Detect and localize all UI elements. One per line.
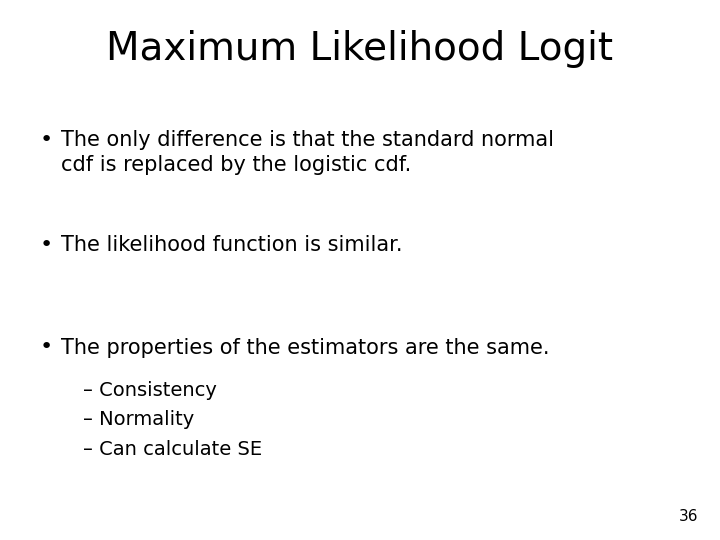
Text: The only difference is that the standard normal
cdf is replaced by the logistic : The only difference is that the standard… xyxy=(61,130,554,175)
Text: Maximum Likelihood Logit: Maximum Likelihood Logit xyxy=(107,30,613,68)
Text: The likelihood function is similar.: The likelihood function is similar. xyxy=(61,235,402,255)
Text: •: • xyxy=(40,338,53,357)
Text: – Normality: – Normality xyxy=(83,410,194,429)
Text: 36: 36 xyxy=(679,509,698,524)
Text: The properties of the estimators are the same.: The properties of the estimators are the… xyxy=(61,338,549,357)
Text: – Consistency: – Consistency xyxy=(83,381,217,400)
Text: – Can calculate SE: – Can calculate SE xyxy=(83,440,262,459)
Text: •: • xyxy=(40,130,53,150)
Text: •: • xyxy=(40,235,53,255)
